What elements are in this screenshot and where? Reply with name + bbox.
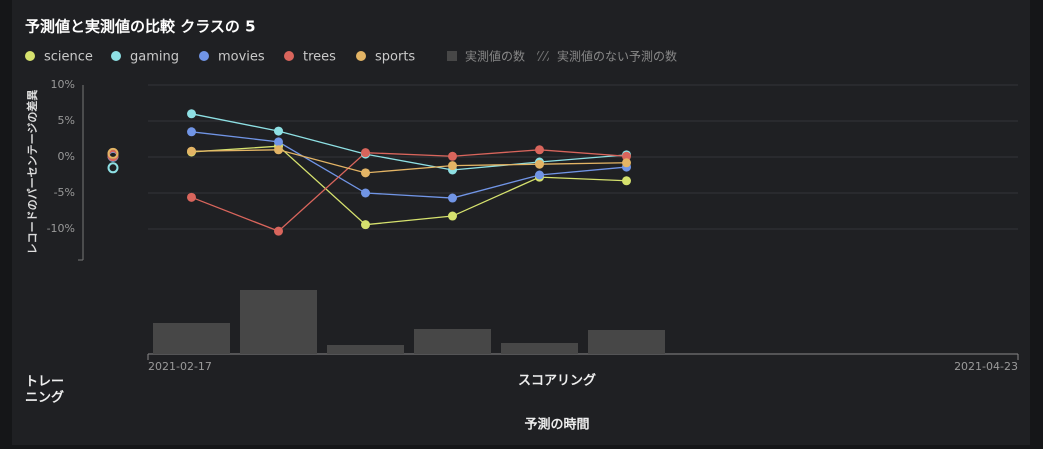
legend-label: gaming <box>130 50 179 65</box>
data-point <box>448 151 457 161</box>
data-point <box>274 145 283 155</box>
training-label: トレー <box>25 375 64 390</box>
legend-label: movies <box>218 50 265 65</box>
data-point <box>448 161 457 171</box>
data-point <box>622 158 631 168</box>
count-bar <box>153 323 230 354</box>
panel <box>12 0 1030 445</box>
x-tick-label: 2021-02-17 <box>148 360 212 373</box>
data-point <box>622 176 631 186</box>
data-point <box>622 151 631 161</box>
legend-label: sports <box>375 50 415 65</box>
scoring-label: スコアリング <box>518 373 596 389</box>
count-bar <box>501 343 578 354</box>
count-bar <box>327 345 404 354</box>
legend-label: trees <box>303 50 336 65</box>
data-point <box>187 127 196 137</box>
legend-label: science <box>44 50 93 65</box>
legend-marker <box>199 51 209 61</box>
series-line <box>191 145 627 226</box>
data-point <box>535 170 544 180</box>
legend-marker <box>537 51 549 61</box>
training-label: ニング <box>25 390 64 406</box>
chart-title: 予測値と実測値の比較 クラスの 5 <box>25 18 256 36</box>
data-point <box>187 109 196 119</box>
data-point <box>361 148 370 158</box>
data-point <box>274 126 283 136</box>
series-line <box>191 131 627 199</box>
data-point <box>535 145 544 155</box>
legend-marker <box>356 51 366 61</box>
y-tick-label: 10% <box>51 78 75 91</box>
data-point <box>361 168 370 178</box>
data-point <box>535 159 544 169</box>
y-tick-label: 5% <box>58 114 75 127</box>
data-point <box>448 193 457 203</box>
count-bar <box>588 330 665 354</box>
data-point <box>274 137 283 147</box>
legend-marker <box>25 51 35 61</box>
legend-label: 実測値のない予測の数 <box>557 49 677 64</box>
x-tick-label: 2021-04-23 <box>954 360 1018 373</box>
legend-label: 実測値の数 <box>465 49 525 64</box>
legend-marker <box>284 51 294 61</box>
training-point <box>107 162 119 174</box>
data-point <box>361 220 370 230</box>
y-tick-label: -10% <box>47 222 75 235</box>
y-tick-label: -5% <box>54 186 75 199</box>
data-point <box>361 188 370 198</box>
training-point <box>107 147 119 159</box>
series-line <box>191 149 627 174</box>
count-bar <box>414 329 491 354</box>
x-axis-label: 予測の時間 <box>524 417 589 433</box>
data-point <box>448 211 457 221</box>
series-line <box>191 113 627 171</box>
data-point <box>187 146 196 156</box>
data-point <box>274 226 283 236</box>
data-point <box>187 192 196 202</box>
series-line <box>191 149 627 232</box>
y-tick-label: 0% <box>58 150 75 163</box>
legend-marker <box>447 51 457 61</box>
count-bar <box>240 290 317 354</box>
legend-marker <box>111 51 121 61</box>
y-axis-label: レコードのパーセンテージの差異 <box>25 90 39 255</box>
